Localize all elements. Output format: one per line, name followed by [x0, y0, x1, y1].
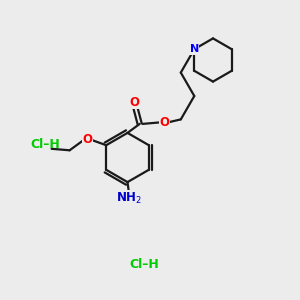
- Text: O: O: [82, 133, 93, 146]
- Text: O: O: [129, 95, 139, 109]
- Text: N: N: [190, 44, 199, 54]
- Text: Cl–H: Cl–H: [30, 137, 60, 151]
- Text: NH$_2$: NH$_2$: [116, 191, 142, 206]
- Text: O: O: [159, 116, 169, 129]
- Text: Cl–H: Cl–H: [129, 257, 159, 271]
